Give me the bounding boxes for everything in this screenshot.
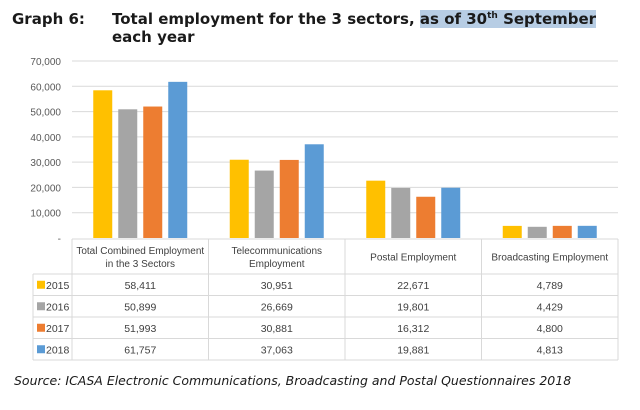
- data-label: 4,789: [537, 280, 563, 292]
- legend-label: 2015: [46, 280, 70, 292]
- title-highlight-text: as of 30: [419, 10, 488, 28]
- legend-label: 2017: [46, 323, 70, 335]
- y-tick-label: 30,000: [30, 158, 61, 169]
- bar-2015: [502, 225, 522, 238]
- bar-2017: [143, 106, 163, 238]
- data-label: 61,757: [124, 344, 156, 356]
- data-label: 22,671: [397, 280, 429, 292]
- category-label: Total Combined Employment: [76, 246, 204, 257]
- title-line-2: each year: [112, 28, 195, 46]
- legend-label: 2016: [46, 301, 70, 313]
- bar-2017: [279, 159, 299, 238]
- bar-2017: [416, 196, 436, 238]
- data-label: 58,411: [125, 280, 156, 292]
- y-tick-label: 20,000: [30, 183, 61, 194]
- source-note: Source: ICASA Electronic Communications,…: [14, 373, 572, 388]
- title-superscript: th: [487, 11, 498, 21]
- legend-swatch-2015: [37, 280, 45, 289]
- y-tick-label: -: [58, 234, 61, 245]
- bar-2018: [441, 187, 461, 238]
- bar-2017: [552, 225, 572, 238]
- data-label: 19,881: [397, 344, 429, 356]
- bar-2018: [577, 225, 597, 238]
- bar-2016: [118, 109, 138, 238]
- data-label: 51,993: [124, 323, 156, 335]
- data-label: 4,813: [537, 344, 563, 356]
- y-tick-label: 60,000: [30, 82, 61, 93]
- data-label: 50,899: [124, 301, 156, 313]
- y-tick-label: 10,000: [30, 209, 61, 220]
- y-tick-label: 70,000: [30, 57, 61, 68]
- legend-label: 2018: [46, 344, 70, 356]
- category-label: in the 3 Sectors: [106, 259, 175, 270]
- category-label: Broadcasting Employment: [491, 253, 608, 264]
- gridlines: [72, 60, 618, 214]
- data-label: 4,429: [537, 301, 563, 313]
- data-label: 19,801: [397, 301, 429, 313]
- category-label: Employment: [249, 259, 305, 270]
- legend-swatch-2018: [37, 345, 45, 354]
- bar-2015: [93, 90, 113, 238]
- data-label: 37,063: [261, 344, 293, 356]
- graph-number-label: Graph 6:: [12, 10, 85, 28]
- legend-swatch-2017: [37, 323, 45, 332]
- data-label: 16,312: [397, 323, 429, 335]
- data-label: 26,669: [261, 301, 293, 313]
- data-label: 30,881: [261, 323, 293, 335]
- title-text-plain: Total employment for the 3 sectors,: [112, 10, 420, 28]
- bar-2018: [168, 81, 188, 238]
- y-tick-label: 40,000: [30, 133, 61, 144]
- bar-2016: [527, 226, 547, 238]
- chart-title: Total employment for the 3 sectors, as o…: [112, 10, 632, 46]
- category-label: Postal Employment: [370, 253, 456, 264]
- bars: [93, 81, 597, 238]
- title-highlight-2: September: [497, 10, 597, 28]
- bar-2015: [366, 180, 386, 238]
- bar-2016: [254, 170, 274, 238]
- title-highlight-1: as of 30th: [419, 10, 498, 28]
- bar-2016: [391, 187, 411, 238]
- data-table: Total Combined Employment in the 3 Sector…: [32, 238, 619, 361]
- y-tick-label: 50,000: [30, 108, 61, 119]
- category-label: Telecommunications: [231, 246, 322, 257]
- data-label: 4,800: [537, 323, 563, 335]
- bar-2018: [304, 144, 324, 238]
- y-axis-ticks: - 10,000 20,000 30,000 40,000 50,000 60,000 70,…: [30, 57, 61, 245]
- bar-2015: [229, 159, 249, 238]
- legend-swatch-2016: [37, 302, 45, 311]
- data-label: 30,951: [261, 280, 293, 292]
